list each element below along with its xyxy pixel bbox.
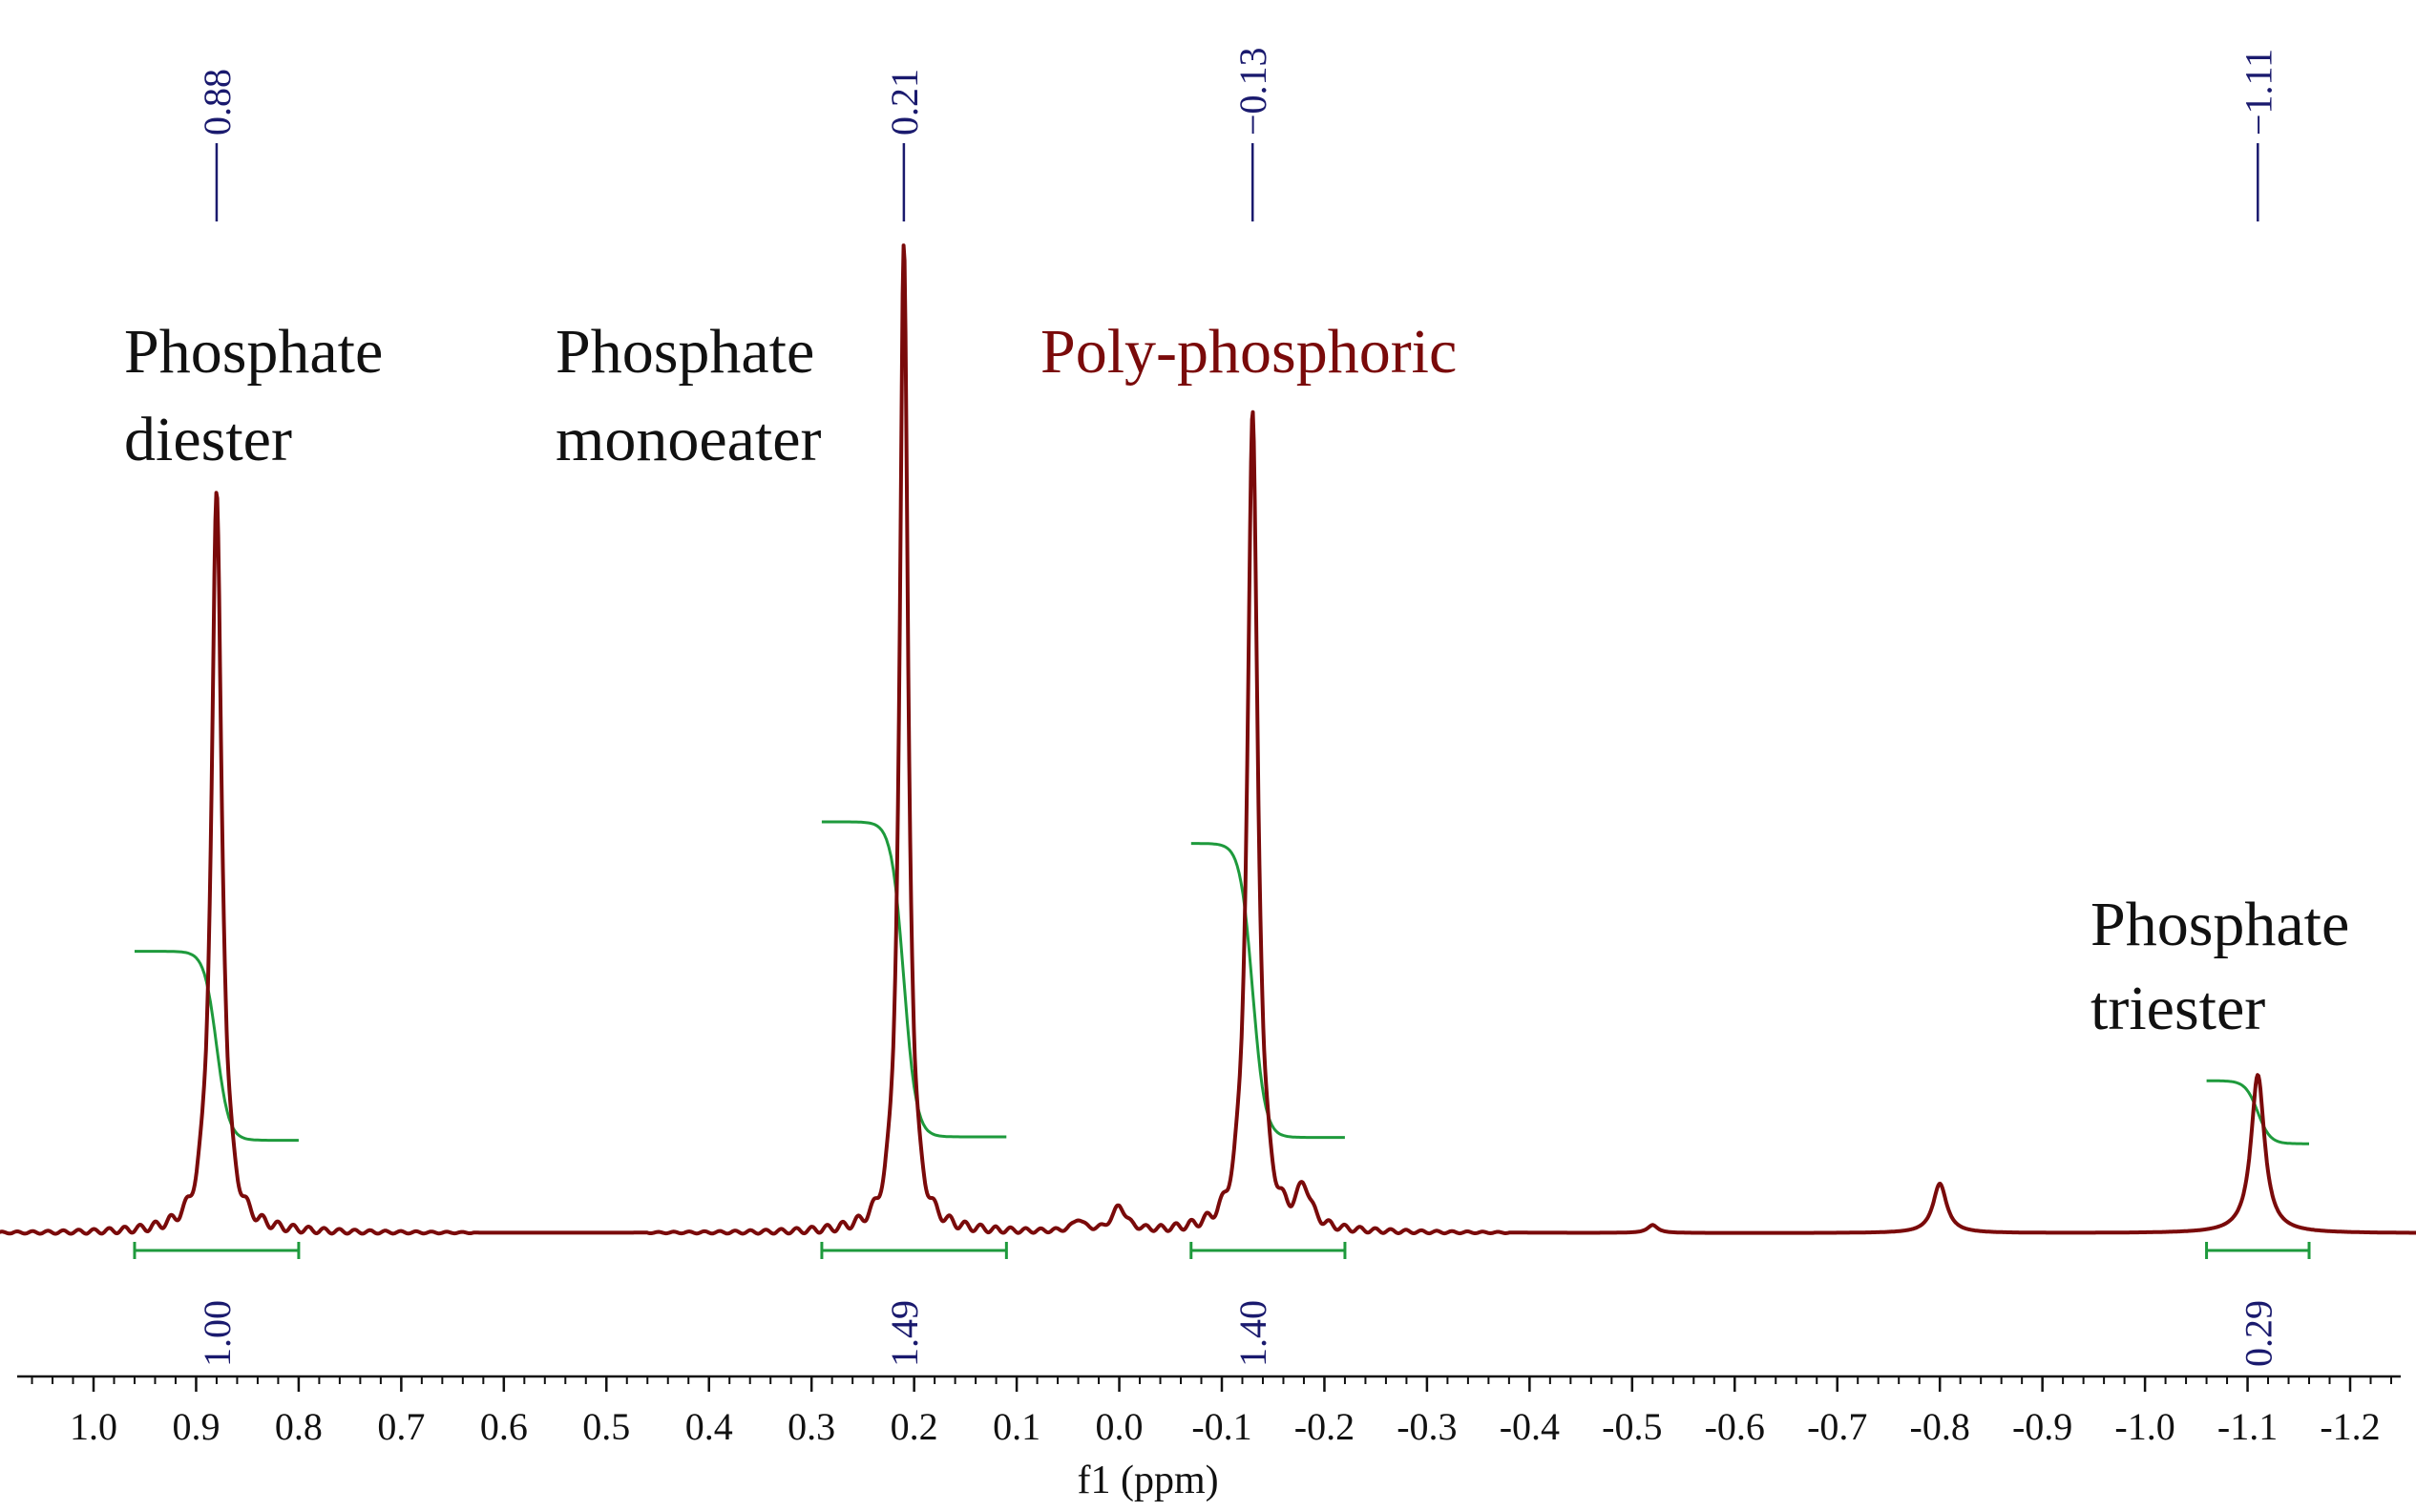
x-tick-label: 0.3 [788,1405,835,1448]
peak-label: 0.21 [883,69,926,136]
x-tick-label: -0.9 [2012,1405,2072,1448]
annotation-line: triester [2090,974,2265,1043]
x-tick-label: -1.0 [2114,1405,2174,1448]
annotation-phosphate-triester: Phosphate triester [2090,890,2365,1043]
x-tick-label: 0.6 [480,1405,528,1448]
x-tick-label: -0.6 [1705,1405,1765,1448]
annotation-phosphate-diester: Phosphate diester [124,317,399,474]
integral-value: 1.40 [1231,1300,1274,1367]
x-tick-label: 0.1 [993,1405,1040,1448]
annotation-line: monoeater [556,405,822,474]
annotation-poly-phosphoric: Poly-phosphoric [1040,317,1457,387]
integral-value: 1.00 [196,1300,239,1367]
x-tick-label: -0.5 [1602,1405,1662,1448]
x-tick-label: -0.1 [1191,1405,1251,1448]
annotation-line: Phosphate [2090,890,2349,959]
x-tick-label: -0.8 [1910,1405,1970,1448]
x-tick-label: -0.2 [1294,1405,1355,1448]
peak-label: 0.88 [196,69,239,136]
x-tick-label: -1.1 [2217,1405,2278,1448]
annotation-line: Poly-phosphoric [1040,317,1457,387]
annotation-line: Phosphate [556,317,814,387]
x-axis-title: f1 (ppm) [1077,1459,1218,1502]
x-tick-label: 0.8 [275,1405,323,1448]
x-tick-label: -1.2 [2320,1405,2380,1448]
x-tick-label: -0.3 [1397,1405,1457,1448]
x-tick-label: 0.7 [377,1405,425,1448]
integral-value: 1.49 [883,1300,926,1367]
x-tick-label: 0.5 [582,1405,630,1448]
annotation-phosphate-monoeater: Phosphate monoeater [556,317,830,474]
x-tick-label: 1.0 [70,1405,117,1448]
spectrum-line [0,243,2416,1236]
peak-label: −0.13 [1231,47,1274,136]
x-tick-label: -0.4 [1500,1405,1560,1448]
integral-value: 0.29 [2237,1300,2279,1367]
integral-curve [135,950,299,1143]
annotation-line: Phosphate [124,317,383,387]
peak-label: −1.11 [2237,49,2279,136]
x-tick-label: 0.0 [1096,1405,1144,1448]
x-tick-label: 0.9 [172,1405,220,1448]
integral-curve [2206,1079,2309,1145]
x-tick-label: 0.2 [891,1405,938,1448]
x-tick-label: -0.7 [1807,1405,1867,1448]
integral-curve [821,820,1007,1139]
x-tick-label: 0.4 [685,1405,733,1448]
annotation-line: diester [124,405,292,474]
